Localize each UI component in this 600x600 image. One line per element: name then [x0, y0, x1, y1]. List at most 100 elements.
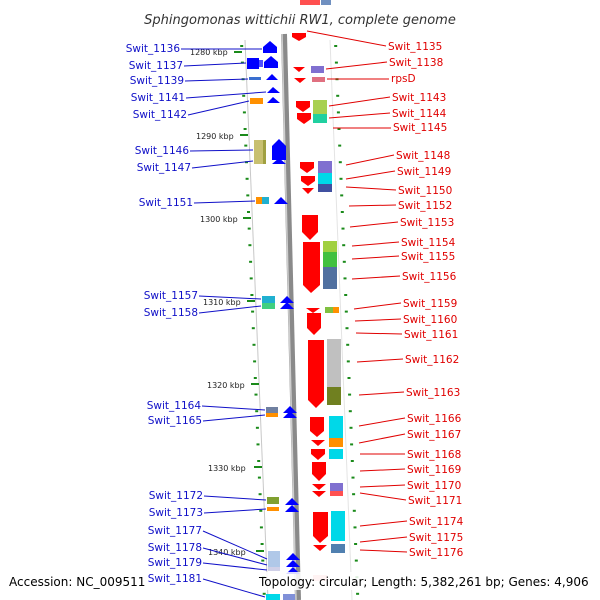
gene-label[interactable]: Swit_1163	[406, 387, 460, 399]
label-leader-line	[359, 468, 406, 472]
minor-tick	[249, 260, 253, 263]
gene-domain	[313, 114, 327, 123]
gene-label[interactable]: Swit_1177	[148, 525, 202, 537]
gene-label[interactable]: Swit_1145	[393, 122, 447, 134]
gene-arrow-reverse	[285, 505, 299, 512]
gene-domain	[327, 339, 341, 387]
gene-label[interactable]: Swit_1173	[149, 507, 203, 519]
gene-label[interactable]: Swit_1144	[392, 108, 447, 120]
gene-label[interactable]: Swit_1143	[392, 92, 446, 104]
forward-strand-guide	[329, 39, 353, 600]
gene-arrow-forward	[307, 313, 321, 335]
label-leader-line	[345, 170, 396, 180]
minor-tick	[341, 227, 345, 230]
gene-label[interactable]: Swit_1174	[409, 516, 464, 528]
gene-arrow-forward	[297, 113, 311, 124]
minor-tick	[346, 343, 350, 346]
minor-tick	[253, 360, 257, 363]
label-leader-line	[351, 241, 400, 247]
kbp-tick	[254, 466, 262, 468]
gene-label[interactable]: Swit_1152	[398, 200, 452, 212]
gene-label[interactable]: Swit_1171	[408, 495, 462, 507]
gene-label[interactable]: Swit_1170	[407, 480, 461, 492]
gene-label[interactable]: Swit_1147	[137, 162, 191, 174]
minor-tick	[344, 294, 348, 296]
minor-tick	[249, 277, 253, 280]
gene-label[interactable]: Swit_1161	[404, 329, 458, 341]
gene-label[interactable]: Swit_1137	[129, 60, 183, 72]
gene-label[interactable]: Swit_1149	[397, 166, 451, 178]
gene-label[interactable]: Swit_1151	[139, 197, 193, 209]
gene-label[interactable]: Swit_1166	[407, 413, 462, 425]
gene-label[interactable]: Swit_1138	[389, 57, 443, 69]
gene-arrow-forward	[296, 101, 310, 112]
gene-label[interactable]: Swit_1175	[409, 532, 463, 544]
gene-label[interactable]: Swit_1148	[396, 150, 450, 162]
label-leader-line	[198, 305, 262, 314]
gene-label[interactable]: Swit_1159	[403, 298, 457, 310]
label-leader-line	[306, 30, 387, 47]
gene-domain	[262, 303, 275, 309]
minor-tick	[338, 144, 342, 147]
label-leader-line	[184, 78, 249, 82]
gene-domain	[318, 184, 332, 192]
gene-label[interactable]: Swit_1176	[409, 547, 464, 559]
gene-label[interactable]: Swit_1158	[144, 307, 198, 319]
kbp-label: 1290 kbp	[196, 132, 234, 141]
label-leader-line	[328, 96, 391, 107]
gene-label[interactable]: Swit_1154	[401, 237, 456, 249]
gene-label[interactable]: Swit_1141	[131, 92, 185, 104]
reverse-strand-genes	[247, 41, 300, 600]
minor-tick	[242, 111, 246, 114]
gene-label[interactable]: Swit_1169	[407, 464, 461, 476]
gene-domain	[250, 98, 263, 104]
gene-label[interactable]: Swit_1162	[405, 354, 459, 366]
gene-label[interactable]: Swit_1142	[133, 109, 187, 121]
gene-label[interactable]: Swit_1146	[135, 145, 190, 157]
gene-label[interactable]: Swit_1136	[126, 43, 181, 55]
gene-domain	[249, 77, 261, 80]
label-leader-line	[345, 186, 397, 191]
kbp-label: 1320 kbp	[207, 381, 245, 390]
gene-label[interactable]: Swit_1150	[398, 185, 452, 197]
gene-label[interactable]: Swit_1181	[148, 573, 202, 585]
gene-arrow-reverse	[283, 406, 297, 413]
gene-block-top-domain	[321, 0, 331, 5]
gene-domain	[330, 491, 343, 496]
kbp-tick	[251, 383, 259, 385]
kbp-tick	[243, 217, 251, 219]
gene-label[interactable]: Swit_1165	[148, 415, 202, 427]
gene-domain	[268, 567, 280, 571]
label-leader-line	[198, 295, 262, 300]
gene-label[interactable]: Swit_1167	[407, 429, 461, 441]
label-leader-line	[359, 520, 408, 527]
minor-tick	[253, 377, 257, 379]
gene-label[interactable]: Swit_1168	[407, 449, 461, 461]
gene-label[interactable]: Swit_1139	[130, 75, 184, 87]
gene-label[interactable]: Swit_1135	[388, 41, 442, 53]
label-leader-line	[202, 578, 266, 598]
minor-tick	[352, 493, 356, 496]
gene-label[interactable]: Swit_1153	[400, 217, 454, 229]
gene-arrow-forward	[302, 188, 314, 194]
gene-domain	[283, 594, 295, 600]
gene-label[interactable]: Swit_1172	[149, 490, 203, 502]
gene-label[interactable]: Swit_1164	[147, 400, 202, 412]
gene-label[interactable]: Swit_1160	[403, 314, 457, 326]
kbp-label: 1340 kbp	[208, 548, 246, 557]
gene-label[interactable]: Swit_1157	[144, 290, 198, 302]
minor-tick	[348, 410, 352, 413]
gene-label[interactable]: Swit_1178	[148, 542, 202, 554]
minor-tick	[255, 426, 259, 429]
gene-label[interactable]: Swit_1179	[148, 557, 202, 569]
gene-label[interactable]: Swit_1156	[402, 271, 457, 283]
label-leader-line	[191, 160, 254, 169]
label-leader-line	[202, 562, 268, 571]
minor-tick	[257, 476, 261, 479]
gene-label[interactable]: Swit_1155	[401, 251, 455, 263]
gene-label[interactable]: rpsD	[391, 73, 416, 85]
minor-tick	[256, 443, 260, 446]
gene-domain	[329, 416, 343, 438]
minor-tick	[247, 211, 250, 213]
gene-arrow-forward	[301, 176, 315, 186]
